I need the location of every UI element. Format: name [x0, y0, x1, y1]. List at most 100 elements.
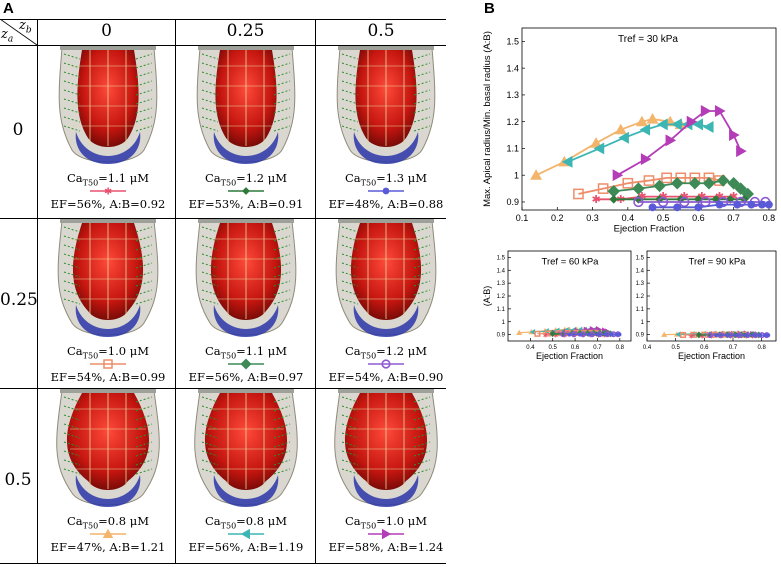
data-point — [603, 332, 608, 337]
x-tick-label: 0.6 — [571, 345, 580, 351]
panel-b-label: B — [484, 0, 495, 17]
ef-ab-label: EF=58%, A:B=1.24 — [328, 540, 444, 554]
y-axis-label: Max. Apical radius/Min. basal radius (A:… — [482, 31, 493, 207]
y-tick-label: 1 — [502, 320, 506, 326]
ca-t50-label: CaT50=1.1 μM — [204, 344, 287, 361]
svg-text:✱: ✱ — [729, 190, 738, 203]
data-point — [593, 142, 605, 155]
y-tick-label: 0.9 — [506, 197, 519, 207]
ef-ab-label: EF=56%, A:B=1.19 — [188, 540, 304, 554]
data-point — [657, 118, 668, 131]
data-point — [688, 177, 702, 190]
legend-marker-triangle-up — [90, 528, 126, 538]
ventricle-cell: CaT50=1.1 μM EF=56%, A:B=0.97 — [176, 219, 316, 387]
data-point — [715, 200, 724, 209]
table-top-rule — [0, 19, 446, 20]
ventricle-render — [196, 46, 296, 164]
legend-marker-dot — [368, 187, 404, 195]
y-tick-label: 1.5 — [497, 256, 506, 262]
x-tick-label: 0.8 — [757, 345, 766, 351]
panel-a-label: A — [3, 0, 14, 17]
data-point — [609, 194, 619, 204]
x-tick-label: 0.7 — [727, 213, 740, 223]
data-point — [670, 177, 684, 190]
data-point — [590, 137, 603, 148]
data-point — [529, 328, 536, 335]
data-point — [696, 332, 702, 338]
data-point — [694, 194, 703, 204]
svg-text:✱: ✱ — [689, 334, 694, 341]
data-point — [632, 182, 645, 195]
table-col-rule-0 — [37, 19, 38, 564]
x-tick-label: 0.5 — [657, 213, 670, 223]
ca-t50-label: CaT50=1.3 μM — [344, 171, 427, 188]
ventricle-cell: CaT50=1.0 μM EF=54%, A:B=0.99 — [38, 219, 178, 387]
data-point — [596, 332, 601, 337]
x-tick-label: 0.8 — [763, 213, 776, 223]
chart-tref-90: 0.4 0.5 0.6 0.7 0.8 0.9 1 1.1 1.2 1.3 1.4 1.5 Tref =… — [636, 250, 777, 361]
ca-t50-label: CaT50=1.1 μM — [66, 171, 149, 188]
legend-marker-triangle-left — [228, 528, 264, 540]
ef-ab-label: EF=56%, A:B=0.92 — [50, 197, 166, 211]
ventricle-render — [195, 219, 297, 337]
legend-marker-square — [90, 359, 126, 369]
data-point — [578, 332, 582, 337]
x-tick-label: 0.1 — [516, 213, 529, 223]
y-tick-label: 1.2 — [506, 117, 519, 127]
data-point — [766, 333, 771, 338]
data-point — [716, 174, 730, 187]
chart-tref-60: 0.4 0.5 0.6 0.7 0.8 0.9 1 1.1 1.2 1.3 1.4 1.5 Tref =… — [482, 250, 632, 361]
data-point — [733, 200, 742, 209]
plot-frame — [646, 250, 777, 342]
data-point: ✱ — [543, 333, 548, 340]
x-axis-label: Ejection Fraction — [536, 351, 603, 361]
data-point — [646, 113, 659, 124]
data-point: ✱ — [729, 190, 738, 203]
data-point — [609, 332, 614, 337]
data-point — [597, 183, 609, 194]
y-tick-label: 1.4 — [497, 268, 506, 274]
svg-text:✱: ✱ — [104, 187, 112, 198]
data-point — [665, 134, 677, 147]
svg-text:✱: ✱ — [715, 190, 724, 203]
data-point — [617, 332, 622, 337]
x-tick-label: 0.7 — [729, 345, 738, 351]
svg-text:✱: ✱ — [591, 193, 600, 206]
svg-text:✱: ✱ — [750, 334, 755, 341]
data-point — [765, 200, 773, 209]
y-axis-label: (A:B) — [482, 286, 492, 307]
chart-title: Tref = 30 kPa — [618, 34, 678, 45]
data-point — [661, 172, 672, 184]
corner-zb: zb — [19, 18, 32, 36]
ca-t50-label: CaT50=1.0 μM — [344, 514, 427, 531]
y-tick-label: 1.5 — [506, 37, 519, 47]
svg-text:✱: ✱ — [553, 333, 558, 340]
y-tick-label: 1.4 — [636, 268, 645, 274]
data-point — [530, 169, 543, 180]
x-axis-label: Ejection Fraction — [614, 224, 685, 235]
data-point: ✱ — [680, 190, 689, 203]
x-tick-label: 0.5 — [671, 345, 680, 351]
y-tick-label: 1.3 — [497, 281, 506, 287]
data-point — [706, 332, 713, 339]
ef-ab-label: EF=56%, A:B=0.97 — [188, 370, 304, 384]
data-point — [714, 333, 719, 338]
ventricle-cell: CaT50=1.3 μM EF=48%, A:B=0.88 — [316, 46, 456, 214]
data-point — [657, 196, 669, 208]
data-point — [763, 333, 768, 338]
ventricle-render — [57, 219, 159, 337]
data-point — [639, 123, 651, 136]
x-tick-label: 0.5 — [549, 345, 558, 351]
y-tick-label: 1 — [641, 320, 645, 326]
data-point — [680, 331, 687, 339]
ca-t50-label: CaT50=0.8 μM — [66, 514, 149, 531]
ventricle-cell: CaT50=1.2 μM EF=54%, A:B=0.90 — [316, 219, 456, 387]
x-tick-label: 0.3 — [586, 213, 599, 223]
ef-ab-label: EF=54%, A:B=0.90 — [328, 370, 444, 384]
ventricle-render — [58, 46, 158, 164]
data-point — [534, 330, 541, 337]
ventricle-cell: CaT50=1.2 μM EF=53%, A:B=0.91 — [176, 46, 316, 214]
x-tick-label: 0.7 — [593, 345, 602, 351]
x-axis-label: Ejection Fraction — [678, 351, 745, 361]
svg-text:✱: ✱ — [658, 190, 667, 203]
